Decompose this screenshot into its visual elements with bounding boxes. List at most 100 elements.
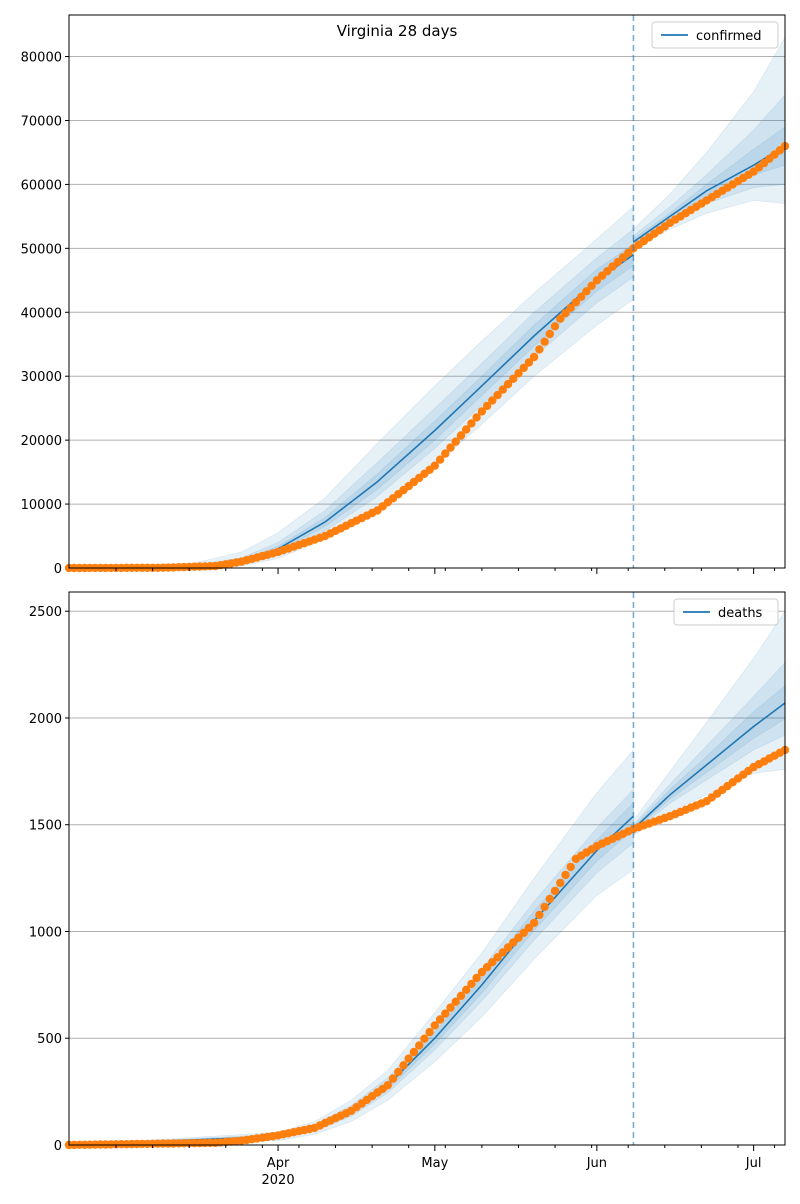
observed-point (577, 292, 586, 301)
observed-point (420, 1034, 429, 1043)
observed-point (456, 991, 466, 1000)
y-tick-label: 0 (54, 562, 62, 577)
observed-point (477, 407, 487, 416)
observed-point (467, 419, 476, 428)
y-tick-label: 1500 (29, 819, 62, 834)
observed-point (550, 886, 560, 896)
observed-point (435, 1015, 445, 1024)
observed-point (441, 449, 450, 458)
uncertainty-band-outer-fit (68, 749, 634, 1146)
observed-point (540, 337, 549, 346)
y-tick-label: 70000 (21, 114, 62, 129)
uncertainty-band-inner-fit (68, 801, 634, 1146)
x-tick-label: Apr (267, 1156, 290, 1171)
observed-point (435, 455, 445, 464)
axes-frame (68, 591, 786, 1146)
observed-point (524, 358, 534, 367)
y-tick-label: 30000 (21, 370, 62, 385)
x-tick-label: Jun (586, 1156, 607, 1171)
y-tick-label: 20000 (21, 434, 62, 449)
x-tick-label: May (421, 1156, 448, 1171)
uncertainty-band-outer-fit (68, 206, 634, 569)
legend-box (673, 598, 779, 626)
figure-title: Virginia 28 days (337, 22, 458, 40)
observed-point (535, 910, 544, 920)
uncertainty-band-middle-fit (68, 788, 634, 1146)
observed-point (582, 287, 591, 296)
observed-point (409, 1047, 419, 1057)
legend-label: deaths (718, 606, 763, 621)
y-tick-label: 500 (37, 1032, 62, 1047)
observed-point (493, 390, 502, 400)
observed-point (482, 401, 492, 411)
x-tick-label: Jul (745, 1156, 762, 1171)
y-tick-label: 50000 (21, 242, 62, 257)
observed-point (503, 380, 513, 389)
observed-point (498, 385, 507, 394)
observed-point (462, 425, 471, 434)
observed-point (571, 298, 581, 307)
y-tick-label: 60000 (21, 178, 62, 193)
observed-point (456, 431, 466, 440)
confirmed-panel: 0 10000 20000 30000 40000 50000 60000 70000 8000… (21, 14, 790, 577)
x-tick-label: 2020 (262, 1173, 295, 1188)
observed-point (509, 374, 518, 383)
legend: confirmed (651, 21, 779, 49)
observed-point (394, 1067, 403, 1077)
observed-series (64, 141, 790, 573)
observed-point (472, 413, 481, 422)
observed-point (550, 322, 560, 331)
observed-point (430, 461, 439, 470)
projection-line (632, 702, 786, 830)
observed-point (561, 870, 570, 880)
observed-point (467, 979, 476, 989)
y-tick-label: 40000 (21, 306, 62, 321)
observed-point (488, 958, 497, 967)
observed-point (545, 329, 554, 339)
legend-label: confirmed (696, 29, 762, 44)
observed-point (509, 938, 518, 947)
observed-point (566, 862, 575, 872)
legend-box (651, 21, 779, 49)
observed-point (451, 997, 460, 1006)
observed-point (556, 314, 565, 323)
y-tick-label: 0 (54, 1139, 62, 1154)
observed-point (540, 902, 549, 912)
observed-point (587, 281, 596, 290)
observed-point (383, 1081, 392, 1090)
observed-point (462, 985, 471, 994)
deaths-panel: 0 500 1000 1500 2000 2500 Apr 2020 May Jun Jul deat… (29, 591, 790, 1188)
y-tick-label: 10000 (21, 498, 62, 513)
observed-point (404, 1054, 413, 1063)
axes-frame (68, 14, 786, 569)
y-tick-label: 80000 (21, 51, 62, 66)
observed-point (446, 443, 455, 452)
projection-line (632, 145, 786, 243)
observed-point (388, 1074, 398, 1083)
observed-point (566, 303, 575, 312)
observed-point (529, 352, 539, 362)
y-tick-label: 2000 (29, 712, 62, 727)
observed-point (524, 923, 534, 933)
observed-point (477, 967, 487, 977)
observed-point (472, 973, 481, 983)
observed-point (415, 1041, 424, 1050)
observed-point (514, 369, 523, 378)
observed-point (545, 894, 554, 904)
observed-point (488, 396, 497, 405)
y-tick-label: 1000 (29, 925, 62, 940)
observed-point (519, 363, 528, 373)
observed-series (64, 745, 790, 1150)
observed-point (441, 1009, 450, 1018)
observed-point (430, 1021, 439, 1030)
y-tick-label: 2500 (29, 605, 62, 620)
observed-point (399, 1061, 408, 1070)
observed-point (451, 437, 460, 446)
observed-point (535, 345, 544, 354)
observed-point (425, 1027, 434, 1037)
observed-point (556, 878, 565, 888)
observed-point (561, 309, 570, 318)
legend: deaths (673, 598, 779, 626)
